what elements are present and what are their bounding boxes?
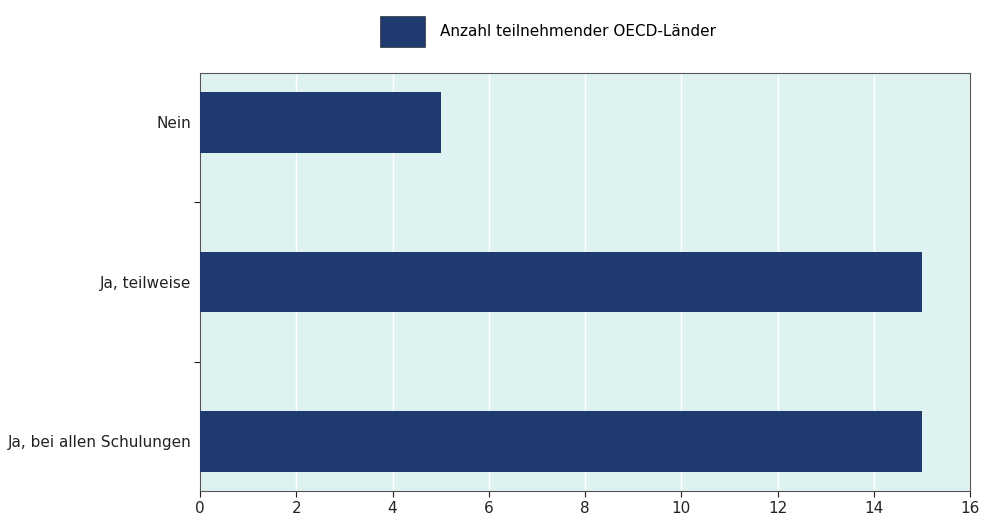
FancyBboxPatch shape xyxy=(380,16,425,47)
Bar xyxy=(200,411,922,472)
Text: Anzahl teilnehmender OECD-Länder: Anzahl teilnehmender OECD-Länder xyxy=(440,24,716,39)
Bar xyxy=(200,252,922,312)
Bar xyxy=(200,92,441,152)
